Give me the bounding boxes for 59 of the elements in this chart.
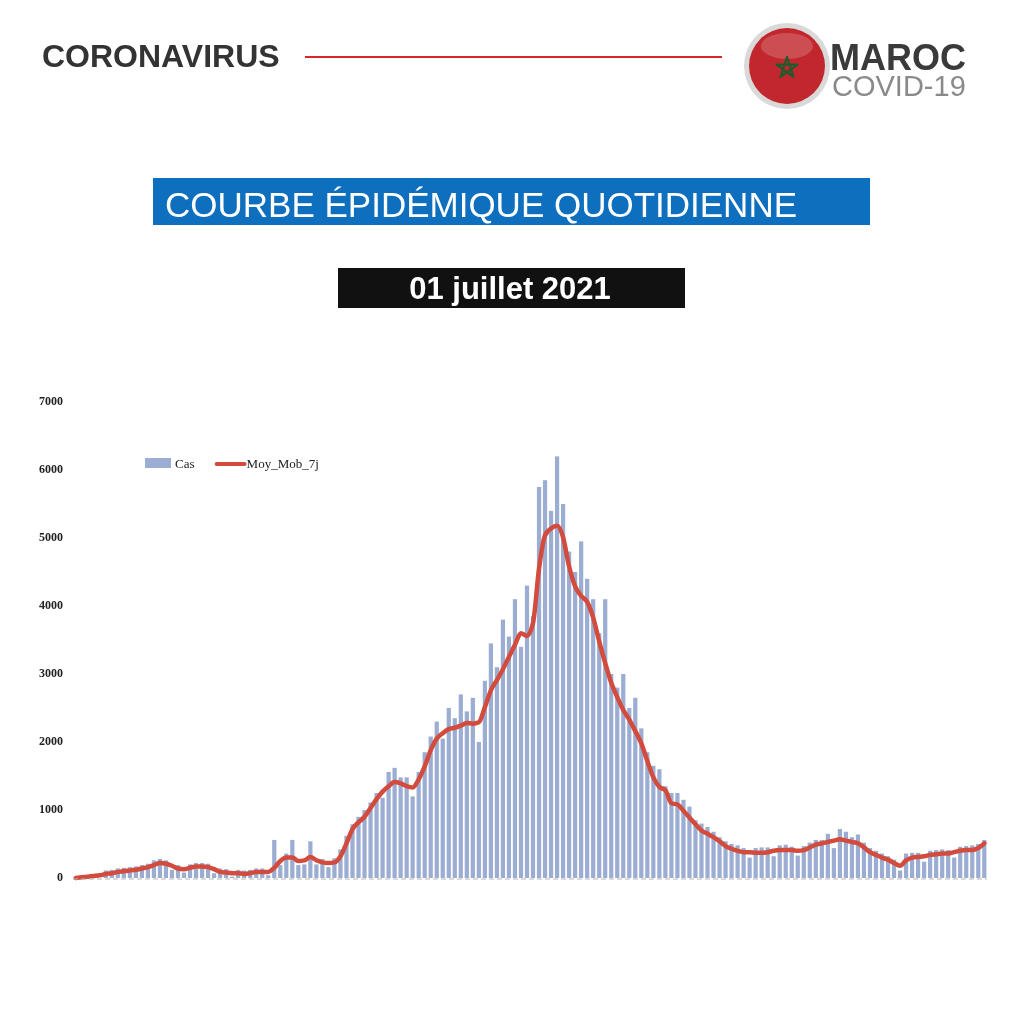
text: COVID-19 [832, 70, 966, 102]
bar [627, 708, 632, 878]
bar [458, 694, 463, 878]
line-series [73, 523, 987, 881]
bar [585, 578, 590, 878]
bar [548, 510, 554, 878]
bar [621, 674, 626, 878]
y-tick-label: 6000 [39, 461, 63, 476]
y-tick-label: 0 [57, 869, 63, 884]
bar [302, 864, 307, 878]
bar [831, 848, 836, 878]
bar [452, 718, 457, 878]
bar [530, 616, 536, 878]
bar [554, 456, 560, 878]
y-tick-label: 2000 [39, 733, 63, 748]
bar [434, 721, 439, 878]
bar [747, 857, 752, 878]
bar [512, 599, 518, 878]
bar [169, 869, 175, 878]
bar [506, 636, 512, 878]
bar [524, 585, 530, 878]
chart-subtitle: 01 juillet 2021 [409, 271, 611, 306]
y-tick-label: 3000 [39, 665, 63, 680]
bar [500, 619, 506, 878]
bar [398, 777, 403, 878]
bar [446, 708, 451, 878]
bar [952, 857, 957, 878]
bar [464, 711, 469, 878]
bar [579, 541, 584, 878]
bar [518, 646, 524, 878]
y-tick-label: 5000 [39, 529, 63, 544]
bar [476, 742, 481, 878]
bar [633, 697, 638, 878]
bar [573, 572, 578, 878]
legend-label: Moy_Mob_7j [246, 456, 319, 471]
bar [771, 856, 776, 878]
bar [591, 599, 596, 878]
bar [922, 861, 927, 878]
bar [278, 865, 283, 878]
bar [404, 777, 409, 878]
y-tick-label: 1000 [39, 801, 63, 816]
bar [488, 643, 493, 878]
bar [560, 504, 566, 878]
chart-title: COURBE ÉPIDÉMIQUE QUOTIDIENNE [165, 185, 798, 224]
bar [212, 873, 217, 878]
bar [795, 855, 800, 878]
bar [296, 865, 301, 878]
bar [314, 864, 319, 878]
bar [410, 796, 415, 878]
bar [542, 480, 548, 878]
bar [494, 667, 500, 878]
y-tick-label: 7000 [39, 393, 63, 408]
bar [266, 875, 271, 878]
bar [440, 738, 445, 878]
text: CORONAVIRUS [42, 38, 280, 74]
y-tick-label: 4000 [39, 597, 63, 612]
bar [470, 697, 475, 878]
bar [392, 767, 397, 878]
legend-label: Cas [175, 456, 195, 471]
